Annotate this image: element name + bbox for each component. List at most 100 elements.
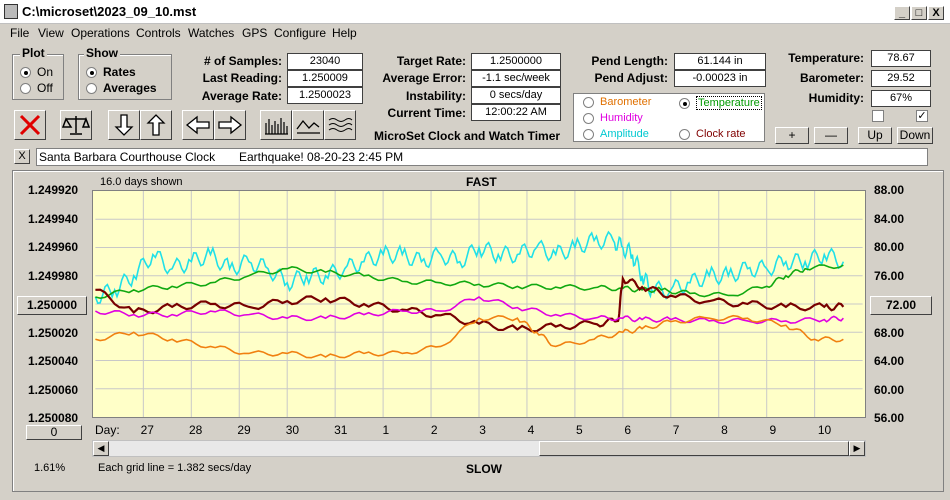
close-button[interactable]: X	[928, 6, 944, 20]
cancel-button[interactable]	[14, 110, 46, 140]
scroll-right-arrow-button[interactable]: ▶	[849, 441, 865, 456]
day-tick-label: 27	[140, 423, 154, 437]
wave-button[interactable]	[292, 110, 324, 140]
series-line-clock-rate	[95, 274, 845, 333]
move-up-button[interactable]	[140, 110, 172, 140]
scroll-left-button[interactable]	[182, 110, 214, 140]
pend-length-label: Pend Length:	[591, 54, 668, 68]
show-group-title: Show	[84, 46, 120, 60]
sensor-barometer-radio[interactable]	[583, 96, 594, 108]
horizontal-scrollbar[interactable]: ◀ ▶	[92, 440, 866, 457]
day-tick-label: 2	[430, 423, 438, 437]
day-tick-label: 31	[334, 423, 348, 437]
right-axis-tick: 68.00	[874, 325, 905, 340]
pend-adjust-field: -0.00023 in	[674, 70, 766, 87]
day-axis-label: Day:	[95, 423, 120, 437]
env-checkbox-1[interactable]	[872, 110, 884, 122]
sensor-amplitude-option[interactable]: Amplitude	[583, 128, 649, 140]
instability-label: Instability:	[405, 89, 466, 103]
target-rate-field: 1.2500000	[471, 53, 561, 70]
sensor-clock-rate-label: Clock rate	[696, 128, 746, 140]
series-line-temperature	[95, 264, 844, 299]
plot-on-option[interactable]: On	[20, 65, 53, 79]
arrow-down-icon	[114, 114, 134, 136]
status-close-button[interactable]: X	[14, 149, 30, 164]
days-shown: 16.0 days shown	[100, 176, 183, 188]
status-note: Earthquake! 08-20-23 2:45 PM	[239, 150, 404, 164]
sensor-humidity-option[interactable]: Humidity	[583, 112, 643, 124]
average-rate-label: Average Rate:	[201, 89, 282, 103]
center-temp-button[interactable]: 72.00	[870, 296, 932, 315]
scale-icon	[62, 116, 90, 135]
right-axis-tick: 60.00	[874, 382, 905, 397]
down-button[interactable]: Down	[897, 127, 933, 144]
menu-gps[interactable]: GPS	[242, 26, 268, 40]
day-tick-label: 10	[817, 423, 832, 437]
rate-plot[interactable]	[92, 190, 866, 418]
sensor-temperature-option[interactable]: Temperature	[679, 96, 762, 110]
samples-field: 23040	[287, 53, 363, 70]
scroll-right-button[interactable]	[214, 110, 246, 140]
multiwave-icon	[328, 118, 353, 132]
sensor-clock-rate-option[interactable]: Clock rate	[679, 128, 746, 140]
balance-button[interactable]	[60, 110, 92, 140]
sensor-clock-rate-radio[interactable]	[679, 128, 690, 140]
day-tick-label: 5	[576, 423, 583, 437]
right-axis-tick: 88.00	[874, 183, 905, 197]
plot-group-title: Plot	[20, 46, 47, 60]
sensor-amplitude-radio[interactable]	[583, 128, 594, 140]
current-time-label: Current Time:	[387, 106, 466, 120]
percent-readout: 1.61%	[34, 462, 66, 474]
sensor-temperature-label: Temperature	[696, 96, 762, 110]
env-checkbox-2[interactable]: ✓	[916, 110, 928, 122]
zero-button[interactable]: 0	[26, 425, 82, 440]
samples-label: # of Samples:	[203, 54, 282, 68]
sensor-barometer-option[interactable]: Barometer	[583, 96, 651, 108]
histogram-button[interactable]	[260, 110, 292, 140]
multiwave-button[interactable]	[324, 110, 356, 140]
plot-on-radio[interactable]	[20, 66, 31, 78]
right-axis-tick: 64.00	[874, 354, 905, 368]
menu-watches[interactable]: Watches	[188, 26, 235, 40]
sensor-temperature-radio[interactable]	[679, 97, 690, 109]
pend-length-field: 61.144 in	[674, 53, 766, 70]
scroll-left-arrow-button[interactable]: ◀	[93, 441, 109, 456]
day-tick-label: 1	[382, 423, 390, 437]
app-subtitle: MicroSet Clock and Watch Timer	[374, 129, 561, 143]
show-rates-option[interactable]: Rates	[86, 65, 136, 79]
plot-on-label: On	[37, 65, 54, 79]
plus-button[interactable]: +	[775, 127, 809, 144]
right-axis-tick: 76.00	[874, 268, 905, 283]
plot-off-label: Off	[37, 81, 53, 95]
menu-help[interactable]: Help	[332, 26, 357, 40]
minus-button[interactable]: —	[814, 127, 848, 144]
show-averages-radio[interactable]	[86, 82, 97, 94]
show-averages-label: Averages	[103, 81, 157, 95]
status-line[interactable]: Santa Barbara Courthouse Clock Earthquak…	[36, 148, 928, 166]
menu-configure[interactable]: Configure	[274, 26, 327, 40]
show-rates-radio[interactable]	[86, 66, 97, 78]
cancel-icon	[19, 114, 41, 136]
scrollbar-thumb[interactable]	[539, 441, 849, 456]
menu-controls[interactable]: Controls	[136, 26, 181, 40]
menu-operations[interactable]: Operations	[71, 26, 130, 40]
menu-file[interactable]: File	[10, 26, 30, 40]
app-icon	[4, 4, 18, 19]
arrow-right-icon	[218, 115, 243, 135]
move-down-button[interactable]	[108, 110, 140, 140]
plot-off-option[interactable]: Off	[20, 81, 53, 95]
sensor-humidity-label: Humidity	[600, 112, 643, 124]
pend-adjust-label: Pend Adjust:	[594, 71, 668, 85]
right-axis-tick: 80.00	[874, 240, 905, 254]
show-averages-option[interactable]: Averages	[86, 81, 157, 95]
clock-name: Santa Barbara Courthouse Clock	[39, 150, 216, 164]
menu-view[interactable]: View	[38, 26, 64, 40]
maximize-button[interactable]: □	[911, 6, 927, 20]
up-button[interactable]: Up	[858, 127, 892, 144]
sensor-humidity-radio[interactable]	[583, 112, 594, 124]
center-rate-button[interactable]: 1.250000	[17, 296, 87, 315]
minimize-button[interactable]: _	[894, 6, 910, 20]
last-reading-label: Last Reading:	[202, 71, 282, 85]
instability-field: 0 secs/day	[471, 87, 561, 104]
plot-off-radio[interactable]	[20, 82, 31, 94]
